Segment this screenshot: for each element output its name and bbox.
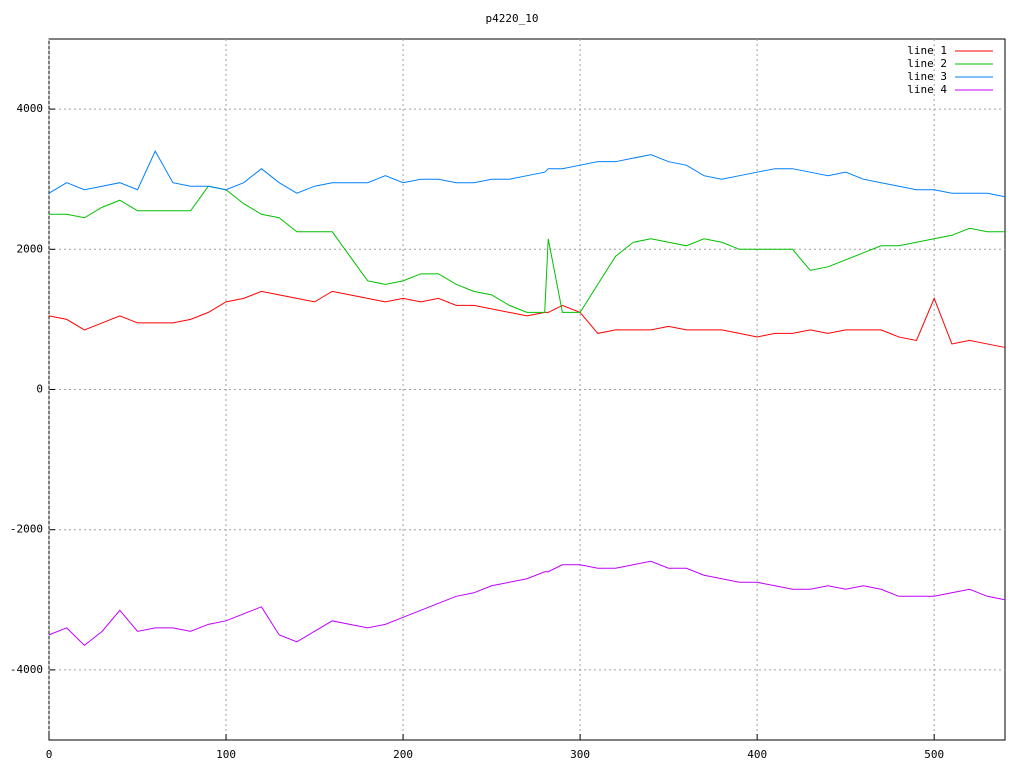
x-tick-label: 400 <box>747 748 767 761</box>
y-tick-label: 4000 <box>17 102 44 115</box>
chart-title: p4220_10 <box>486 12 539 25</box>
legend-label: line 4 <box>907 83 947 96</box>
x-tick-label: 200 <box>393 748 413 761</box>
x-tick-label: 500 <box>924 748 944 761</box>
plot-frame <box>48 38 1006 741</box>
data-line <box>48 150 1006 198</box>
legend-label: line 3 <box>907 70 947 83</box>
legend-label: line 2 <box>907 57 947 70</box>
x-tick-label: 100 <box>216 748 236 761</box>
data-line <box>48 560 1006 647</box>
y-tick-label: -4000 <box>10 663 43 676</box>
legend-label: line 1 <box>907 44 947 57</box>
x-tick-label: 0 <box>46 748 53 761</box>
y-tick-label: 2000 <box>17 242 44 255</box>
y-tick-label: -2000 <box>10 523 43 536</box>
data-line <box>49 185 1005 313</box>
data-line <box>48 290 1006 348</box>
y-tick-label: 0 <box>36 383 43 396</box>
x-tick-label: 300 <box>570 748 590 761</box>
